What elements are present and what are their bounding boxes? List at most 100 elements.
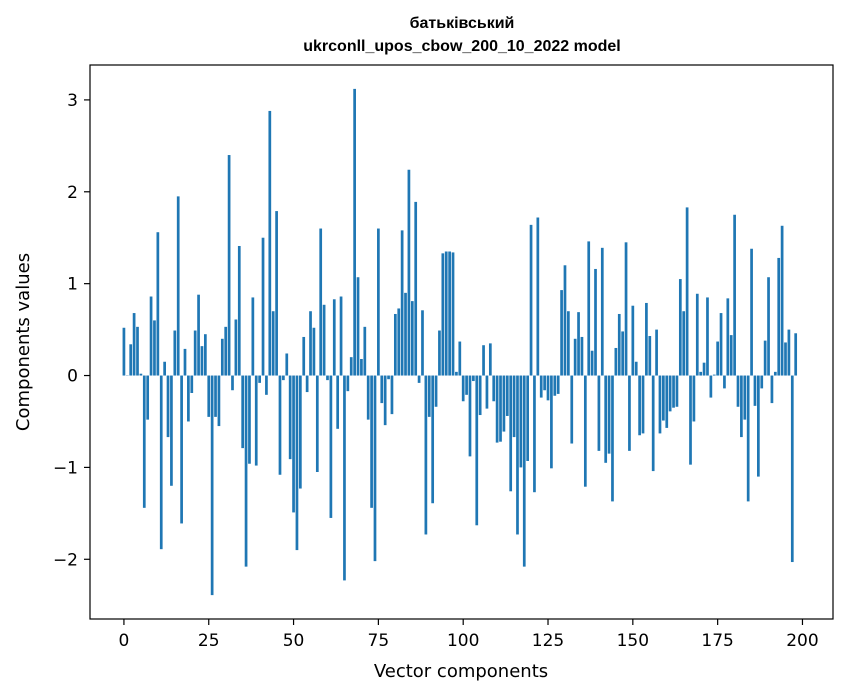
bar-component-168	[692, 375, 696, 422]
bar-component-35	[241, 375, 245, 449]
bar-component-93	[438, 330, 441, 376]
bar-component-136	[583, 375, 587, 487]
bar-component-109	[492, 375, 496, 402]
bar-component-80	[393, 313, 397, 376]
y-tick-label: 1	[67, 275, 78, 295]
bar-component-155	[648, 336, 652, 376]
bar-component-119	[526, 375, 530, 461]
bar-component-121	[533, 375, 536, 493]
bar-component-84	[407, 169, 411, 376]
bar-component-151	[634, 361, 638, 376]
bar-component-21	[193, 330, 197, 376]
x-tick-label: 200	[786, 631, 818, 651]
x-axis-label: Vector components	[374, 661, 548, 682]
bar-component-64	[339, 296, 343, 376]
bar-component-114	[509, 375, 513, 492]
bar-component-173	[709, 375, 713, 398]
bar-component-107	[485, 375, 489, 409]
bar-component-198	[794, 333, 798, 376]
bar-component-23	[200, 346, 204, 376]
bar-component-181	[736, 375, 740, 407]
bar-component-131	[567, 311, 570, 376]
bar-component-71	[363, 326, 367, 376]
bar-component-141	[600, 247, 604, 376]
bar-component-148	[624, 242, 628, 376]
bar-component-67	[349, 357, 353, 376]
bar-component-134	[577, 312, 580, 376]
bar-component-11	[159, 375, 163, 550]
bar-component-22	[197, 294, 200, 376]
bar-component-191	[770, 375, 774, 404]
bar-component-195	[784, 342, 787, 376]
bar-component-8	[149, 296, 153, 376]
bar-component-146	[617, 313, 621, 376]
bar-component-137	[587, 241, 591, 376]
bar-component-143	[607, 375, 611, 454]
x-tick-label: 100	[447, 631, 479, 651]
bar-component-185	[750, 248, 753, 376]
bar-component-79	[390, 375, 394, 415]
bar-component-116	[516, 375, 519, 535]
bar-component-145	[614, 347, 618, 376]
bar-component-72	[366, 375, 370, 420]
bar-component-74	[373, 375, 377, 562]
x-tick-label: 0	[119, 631, 130, 651]
bar-component-159	[662, 375, 665, 421]
bar-component-16	[176, 196, 180, 376]
bar-component-63	[336, 375, 340, 429]
bar-component-166	[685, 207, 689, 376]
bar-component-138	[590, 350, 594, 376]
bar-component-61	[329, 375, 333, 518]
bar-component-0	[122, 327, 126, 376]
y-axis-label: Components values	[13, 253, 34, 431]
bar-component-118	[522, 375, 526, 567]
bar-component-105	[478, 375, 482, 416]
bar-component-163	[675, 375, 679, 407]
bar-component-162	[672, 375, 675, 408]
x-tick-label: 150	[617, 631, 649, 651]
bar-component-19	[187, 375, 190, 422]
x-tick-label: 25	[198, 631, 220, 651]
bar-component-108	[488, 343, 492, 376]
bar-component-25	[207, 375, 211, 417]
bar-component-193	[777, 257, 781, 376]
bar-component-36	[244, 375, 248, 567]
bar-component-101	[465, 375, 468, 395]
bar-component-125	[546, 375, 550, 401]
bar-component-164	[678, 279, 682, 376]
x-axis-ticks: 0 25 50 75 100 125 150 175 200	[119, 619, 819, 651]
bar-component-100	[461, 375, 465, 402]
bar-component-184	[746, 375, 750, 502]
bar-component-56	[312, 327, 316, 376]
bar-component-14	[170, 375, 173, 486]
bar-component-112	[502, 375, 506, 432]
bar-component-157	[655, 329, 658, 376]
bar-component-78	[387, 375, 390, 380]
bar-component-10	[156, 232, 160, 376]
bar-component-89	[424, 375, 428, 535]
bar-component-51	[295, 375, 299, 551]
bar-component-179	[729, 335, 733, 376]
y-axis-ticks: −2 −1 0 1 2 3	[53, 91, 90, 570]
bar-component-158	[658, 375, 662, 434]
bar-component-139	[594, 268, 597, 376]
bar-component-57	[315, 375, 319, 473]
bar-component-53	[302, 336, 306, 376]
bar-component-85	[410, 301, 414, 376]
bar-component-180	[733, 214, 736, 376]
bar-component-156	[651, 375, 655, 472]
bar-component-2	[129, 344, 133, 376]
bar-component-52	[298, 375, 302, 489]
bar-component-102	[468, 375, 472, 457]
bar-component-149	[628, 375, 631, 451]
bar-component-28	[217, 375, 221, 427]
bar-component-142	[604, 375, 608, 463]
bar-component-20	[190, 375, 194, 393]
bar-component-54	[305, 375, 309, 393]
x-tick-label: 175	[701, 631, 733, 651]
bar-component-127	[553, 375, 557, 396]
chart-title-line1: батьківський	[410, 15, 515, 32]
bar-component-58	[319, 228, 323, 376]
bar-component-48	[285, 353, 289, 376]
bar-component-103	[472, 375, 475, 382]
